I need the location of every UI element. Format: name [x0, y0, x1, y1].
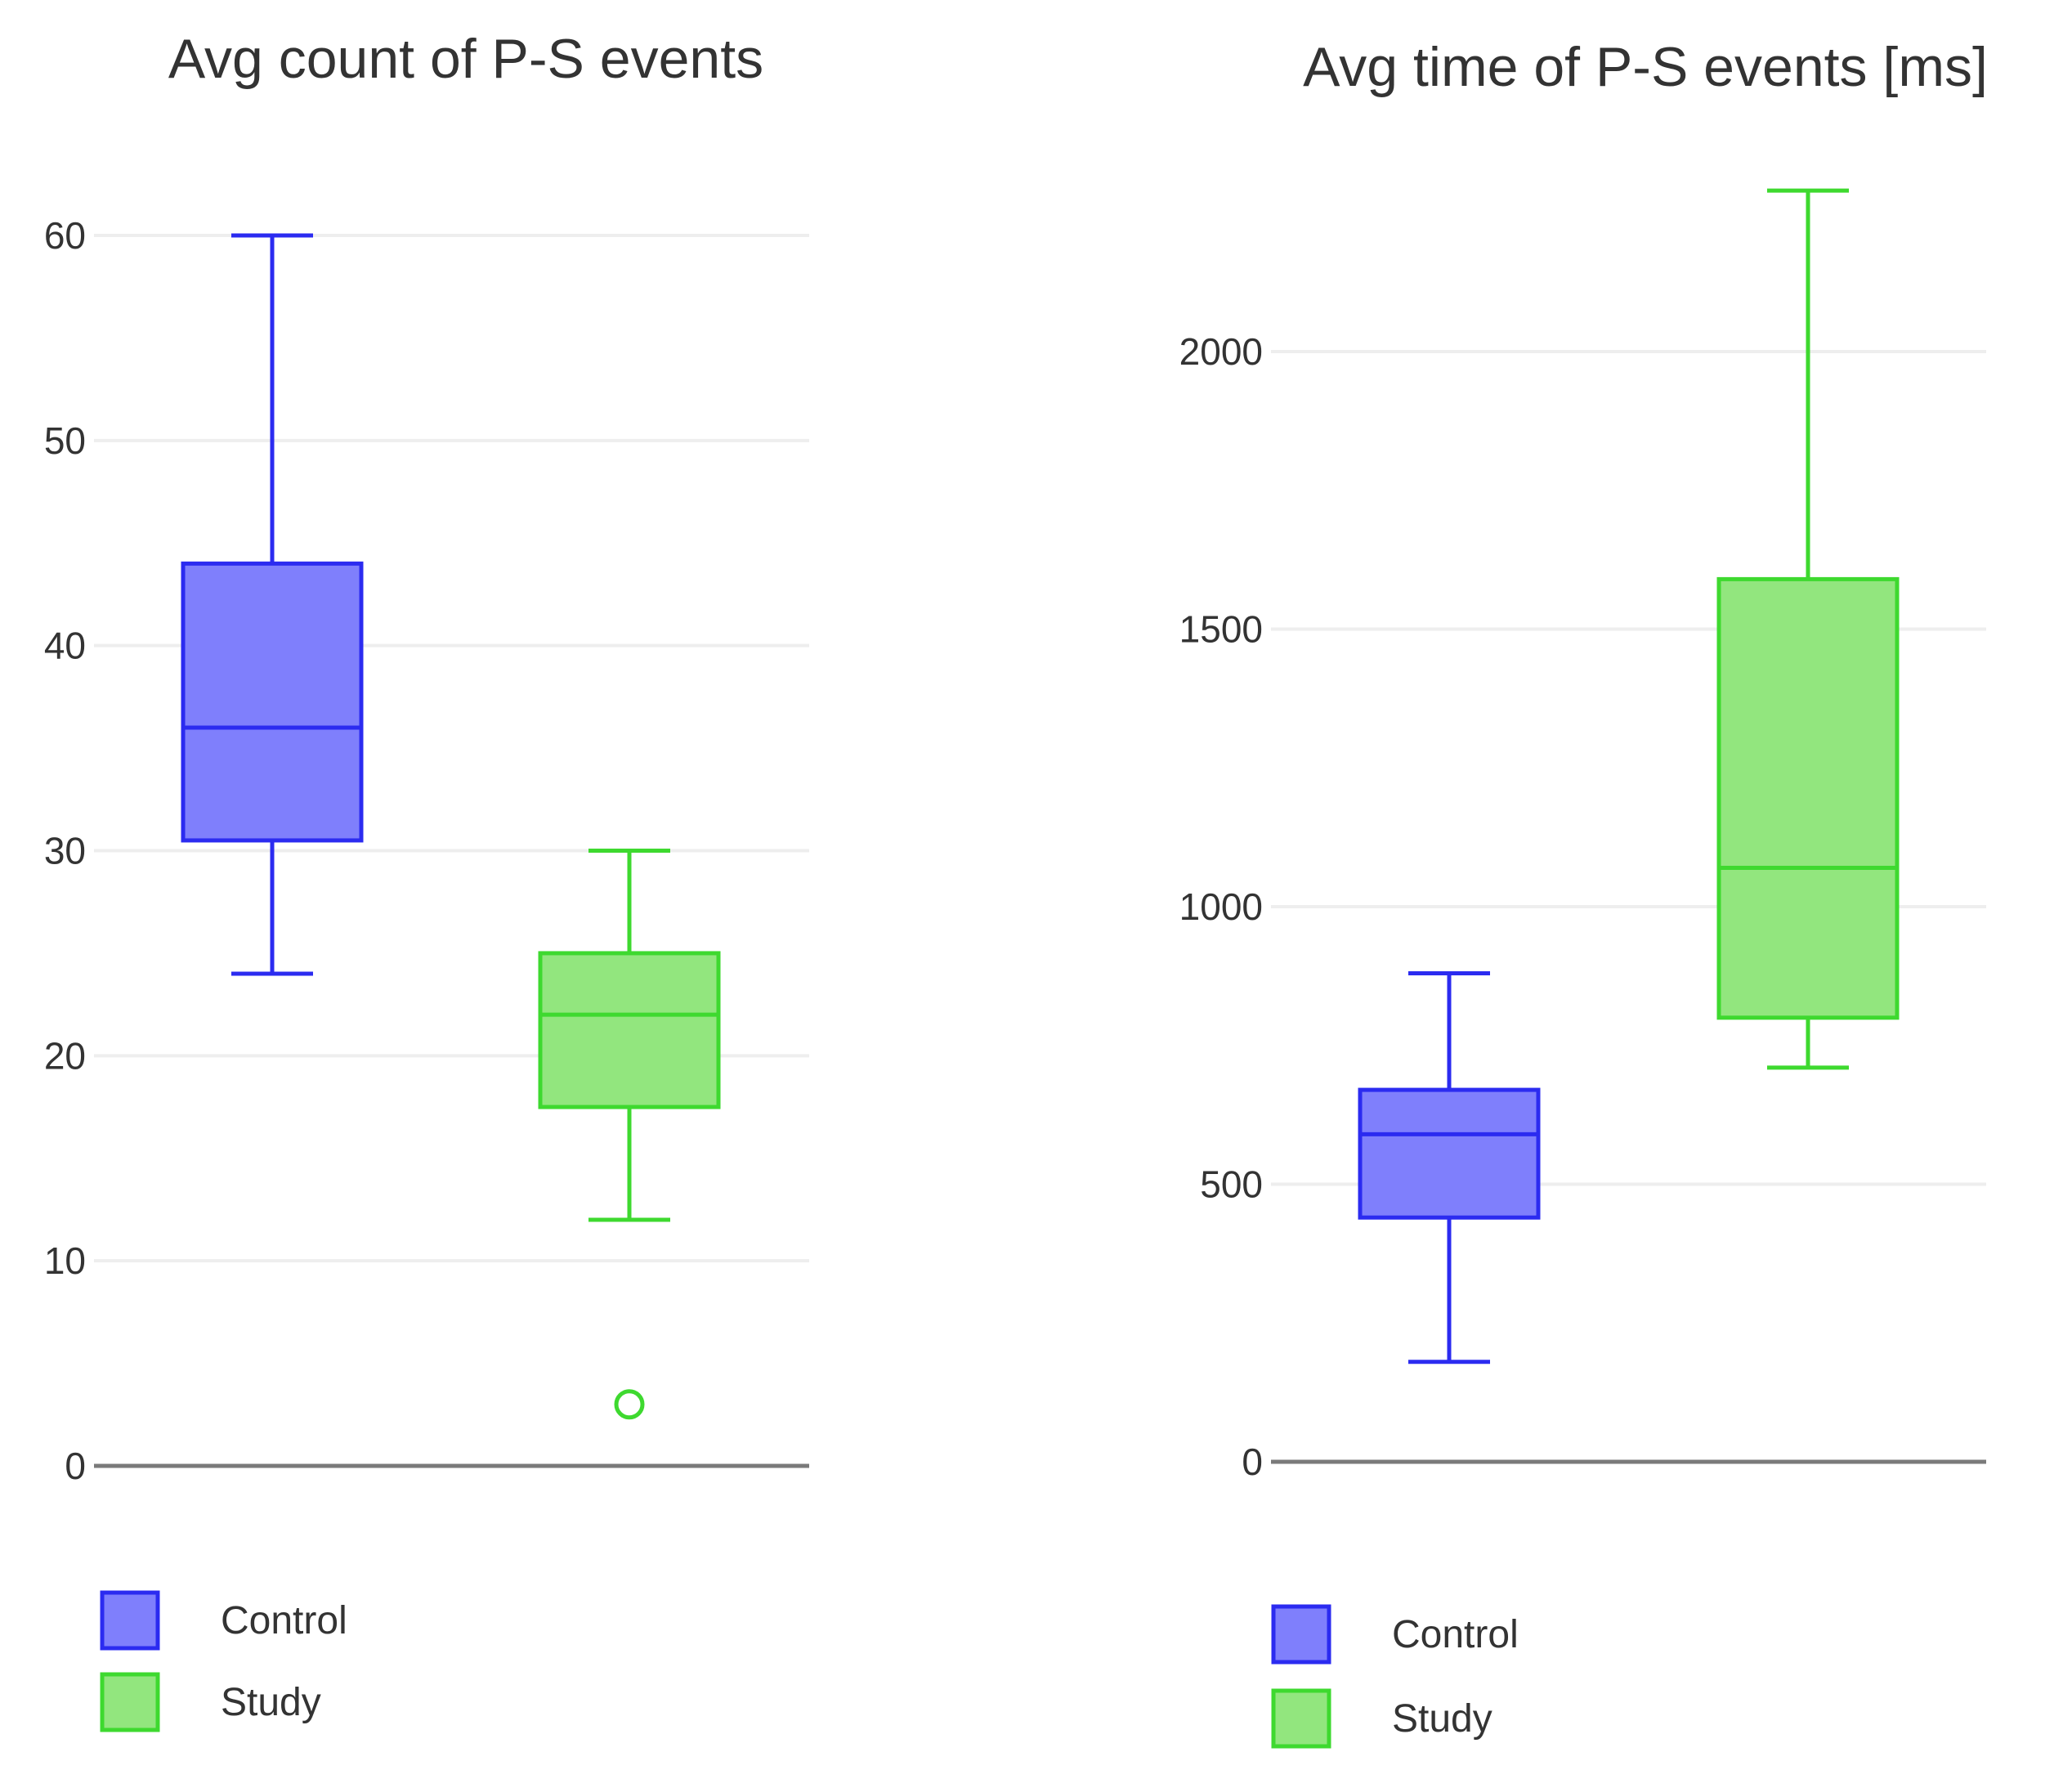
iqr-box — [181, 561, 364, 843]
legend-label-study: Study — [221, 1681, 321, 1724]
legend-swatch-control — [100, 1590, 160, 1651]
box-study — [538, 849, 721, 1420]
y-tick-label: 0 — [1242, 1441, 1263, 1483]
y-tick-label: 0 — [65, 1445, 86, 1487]
y-tick-label: 2000 — [1179, 330, 1263, 373]
y-tick-label: 1000 — [1179, 885, 1263, 928]
y-tick-label: 10 — [44, 1239, 86, 1282]
legend-swatch-study — [100, 1672, 160, 1732]
chart-panel-1: Avg count of P-S events 0 10 20 30 40 50 60 Cont… — [44, 28, 809, 1732]
y-tick-label: 1500 — [1179, 608, 1263, 651]
legend-swatch-study — [1271, 1688, 1331, 1749]
legend-label-study: Study — [1392, 1697, 1492, 1741]
y-tick-label: 60 — [44, 214, 86, 257]
legend-label-control: Control — [1392, 1613, 1519, 1656]
chart-panel-2: Avg time of P-S events [ms] 0 500 1000 1500 2… — [1179, 36, 1988, 1749]
chart-title: Avg time of P-S events [ms] — [1303, 36, 1988, 98]
box-control — [181, 233, 364, 976]
iqr-box — [538, 951, 721, 1109]
outlier-point — [614, 1389, 645, 1420]
box-control — [1358, 970, 1541, 1364]
chart-title: Avg count of P-S events — [168, 28, 763, 90]
y-tick-label: 20 — [44, 1034, 86, 1077]
iqr-box — [1358, 1087, 1541, 1220]
y-tick-label: 50 — [44, 419, 86, 462]
y-tick-label: 500 — [1200, 1163, 1263, 1206]
iqr-box — [1716, 576, 1900, 1020]
box-study — [1716, 188, 1900, 1070]
legend-label-control: Control — [221, 1599, 347, 1642]
y-tick-label: 40 — [44, 625, 86, 667]
y-tick-label: 30 — [44, 830, 86, 872]
legend-swatch-control — [1271, 1604, 1331, 1665]
